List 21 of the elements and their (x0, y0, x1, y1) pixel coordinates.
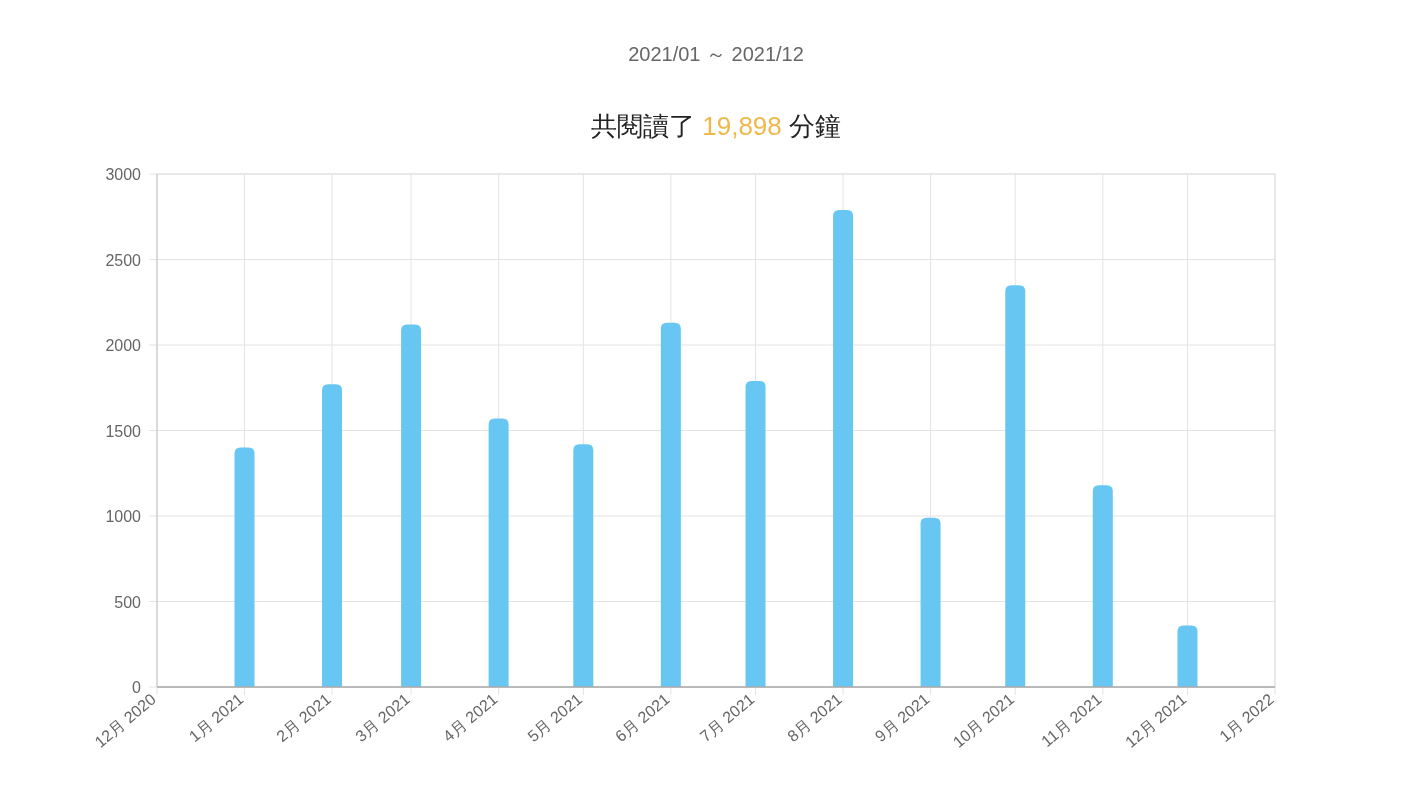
y-tick-label: 0 (132, 679, 142, 696)
bar (1177, 625, 1198, 687)
y-tick-label: 3000 (105, 166, 142, 183)
bar (234, 447, 255, 687)
chart-subtitle: 2021/01 ～ 2021/12 (628, 43, 804, 65)
bar (745, 380, 766, 687)
bar (488, 418, 509, 687)
y-tick-label: 1000 (105, 508, 142, 525)
bar (660, 322, 681, 687)
bar (401, 324, 422, 687)
y-tick-label: 1500 (105, 422, 142, 440)
bar (322, 384, 343, 687)
bar (1092, 485, 1113, 687)
bar (1005, 285, 1026, 687)
bar (833, 209, 854, 687)
y-tick-label: 2000 (105, 337, 142, 354)
chart-title: 共閱讀了 19,898 分鐘 (591, 111, 841, 141)
bar (920, 517, 941, 687)
bar (573, 444, 594, 687)
y-tick-label: 2500 (105, 251, 142, 269)
y-tick-label: 500 (114, 593, 142, 611)
